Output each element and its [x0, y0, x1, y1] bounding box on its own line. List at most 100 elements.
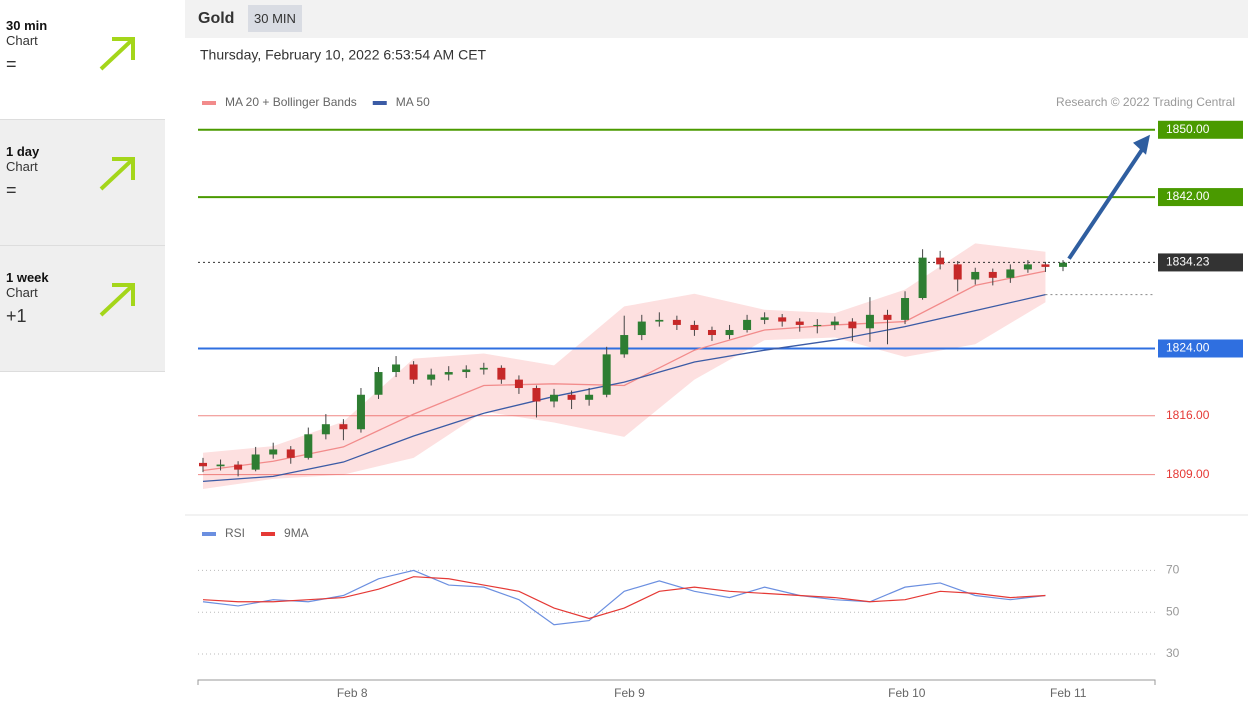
bollinger-band — [203, 243, 1046, 489]
candle-body — [602, 354, 611, 395]
card[interactable]: 30 min Chart = — [0, 0, 165, 120]
level-label: 1834.23 — [1166, 255, 1210, 269]
subtitle: Thursday, February 10, 2022 6:53:54 AM C… — [200, 47, 487, 63]
legend-label: RSI — [225, 526, 245, 540]
candle-body — [830, 321, 839, 325]
candle-body — [216, 464, 225, 467]
candle-body — [1041, 264, 1050, 267]
x-tick-label: Feb 8 — [337, 686, 368, 700]
top-bar: Gold 30 MIN — [185, 0, 1248, 38]
candle-body — [427, 374, 436, 380]
level-label: 1850.00 — [1166, 122, 1210, 136]
candle-body — [988, 271, 997, 278]
candle-body — [567, 394, 576, 400]
level-label: 1824.00 — [1166, 341, 1210, 355]
timeframe-button[interactable]: 30 MIN — [248, 5, 302, 32]
level-box — [1158, 120, 1243, 139]
chart: Thursday, February 10, 2022 6:53:54 AM C… — [185, 47, 1248, 700]
level-box — [1158, 253, 1243, 272]
candle-body — [321, 424, 330, 435]
legend-label: MA 20 + Bollinger Bands — [225, 95, 357, 109]
candle-body — [1006, 269, 1015, 278]
candle-body — [497, 367, 506, 380]
candle-body — [1059, 262, 1067, 267]
rsi-tick-label: 50 — [1166, 604, 1180, 618]
legend-swatch — [372, 101, 387, 105]
card[interactable]: 1 week Chart +1 — [0, 246, 165, 372]
candle-body — [374, 372, 383, 395]
candle-body — [444, 372, 453, 375]
candle-body — [550, 394, 559, 402]
level-box — [1158, 188, 1243, 207]
candle-body — [760, 317, 769, 320]
candle-body — [778, 317, 787, 322]
candle-body — [585, 394, 594, 400]
candle-body — [620, 335, 629, 355]
candle-body — [462, 369, 471, 373]
label: Chart — [6, 285, 38, 300]
candle-body — [971, 271, 980, 280]
candle-body — [532, 388, 541, 402]
candle-body — [813, 324, 822, 326]
x-axis — [197, 679, 1156, 685]
arrow-head — [1133, 134, 1150, 155]
candle-body — [865, 314, 874, 329]
candle-body — [1023, 264, 1032, 270]
candle-body — [339, 424, 348, 430]
level-label: 1809.00 — [1166, 467, 1210, 481]
legend-label: MA 50 — [396, 95, 430, 109]
label: Chart — [6, 159, 38, 174]
candle-body — [251, 454, 260, 470]
candle-body — [743, 319, 752, 330]
candle-body — [479, 367, 488, 370]
instrument: Gold — [198, 10, 235, 27]
card[interactable]: 1 day Chart = — [0, 120, 165, 246]
candle-body — [199, 462, 207, 467]
timeframe: 30 min — [6, 18, 48, 33]
x-tick-label: Feb 9 — [614, 686, 645, 700]
candle-body — [269, 449, 278, 455]
candle-body — [409, 364, 418, 380]
legend-swatch — [202, 532, 216, 536]
candle-body — [707, 329, 716, 336]
candle-body — [795, 321, 804, 325]
candle-body — [637, 321, 646, 336]
timeframe: 1 week — [6, 270, 49, 285]
candle-body — [286, 449, 295, 458]
arrow-icon — [99, 157, 135, 191]
candle-body — [848, 321, 857, 329]
arrow-icon — [99, 283, 135, 317]
arrow-icon — [99, 37, 135, 71]
candle-body — [514, 379, 523, 389]
level-label: 1842.00 — [1166, 189, 1210, 203]
legend-swatch — [202, 101, 216, 105]
candle-body — [725, 329, 734, 336]
candle-body — [356, 394, 365, 430]
level-box — [1158, 339, 1243, 358]
candle-body — [392, 364, 401, 373]
candle-body — [304, 434, 313, 458]
candle-body — [953, 264, 962, 280]
candle-body — [936, 257, 945, 265]
sign: = — [6, 180, 17, 200]
credit: Research © 2022 Trading Central — [1056, 95, 1235, 109]
forecast-arrow — [1067, 145, 1146, 260]
candle-body — [672, 319, 681, 325]
label: Chart — [6, 33, 38, 48]
sidebar: 30 min Chart = 1 day Chart = 1 week Chart +1 — [0, 0, 165, 372]
candle-body — [690, 324, 699, 330]
x-tick-label: Feb 11 — [1050, 686, 1087, 700]
timeframe: 1 day — [6, 144, 40, 159]
rsi-tick-label: 30 — [1166, 646, 1180, 660]
candle-body — [918, 257, 927, 299]
candle-body — [901, 298, 910, 320]
ma-line — [202, 294, 1046, 483]
candle-body — [655, 319, 664, 322]
legend-swatch — [261, 532, 276, 536]
candle-body — [883, 314, 892, 320]
rsi-tick-label: 70 — [1166, 563, 1180, 577]
x-tick-label: Feb 10 — [888, 686, 926, 700]
level-label: 1816.00 — [1166, 408, 1210, 422]
legend-label: 9MA — [284, 526, 309, 540]
sign: = — [6, 54, 17, 74]
